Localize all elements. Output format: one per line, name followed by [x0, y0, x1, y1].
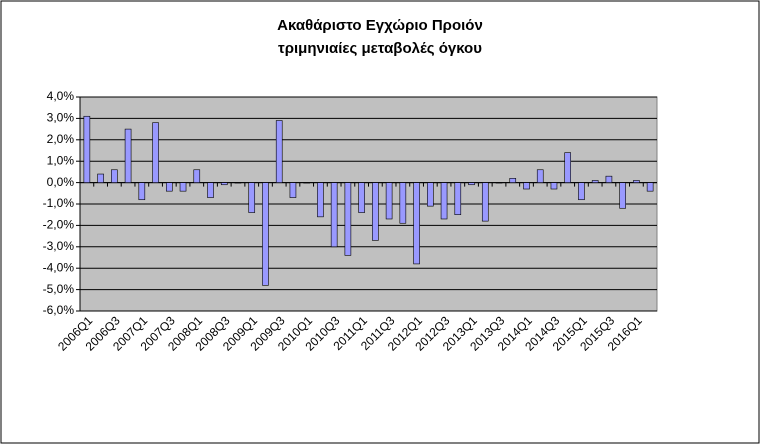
bar: [330, 182, 338, 248]
bar: [220, 182, 228, 186]
bar: [234, 182, 242, 184]
bar: [550, 182, 558, 190]
bar: [317, 182, 324, 218]
y-tick-label: 1,0%: [47, 153, 75, 167]
bar: [275, 120, 283, 183]
bar: [358, 182, 365, 213]
bar: [372, 182, 379, 241]
bar: [385, 182, 393, 220]
bar: [413, 182, 420, 265]
bar: [440, 182, 448, 220]
y-tick-label: -5,0%: [43, 282, 75, 296]
bar: [262, 182, 269, 286]
y-tick-label: -4,0%: [43, 260, 75, 274]
y-tick-label: 2,0%: [47, 132, 75, 146]
y-tick-label: 3,0%: [47, 111, 75, 125]
bar: [248, 182, 256, 213]
bar: [138, 182, 146, 201]
bar: [468, 182, 475, 186]
y-tick-label: -3,0%: [43, 239, 75, 253]
bar: [303, 182, 310, 184]
bar: [495, 182, 503, 184]
bar: [619, 182, 626, 209]
y-tick-label: 4,0%: [47, 89, 75, 103]
bar: [399, 182, 407, 224]
bar: [83, 115, 91, 183]
bar: [509, 178, 517, 183]
bar: [179, 182, 187, 192]
y-tick-label: -6,0%: [43, 303, 75, 317]
bar: [578, 182, 585, 201]
bar: [97, 173, 104, 183]
bar: [152, 122, 159, 183]
bar: [481, 182, 489, 222]
bar: [646, 182, 654, 192]
y-tick-label: -1,0%: [43, 196, 75, 210]
bar: [124, 128, 132, 183]
bar: [193, 169, 201, 183]
bar: [289, 182, 297, 198]
chart-subtitle: τριμηνιαίες μεταβολές όγκου: [278, 40, 482, 57]
bar: [207, 182, 214, 198]
chart-title: Ακαθάριστο Εγχώριο Προιόν: [277, 17, 483, 34]
y-tick-label: 0,0%: [47, 175, 75, 189]
bar: [591, 180, 599, 183]
bar: [523, 182, 530, 190]
bar: [165, 182, 173, 192]
bar: [605, 175, 613, 183]
bar: [633, 180, 640, 183]
bar: [427, 182, 434, 207]
bar: [111, 169, 118, 183]
y-tick-label: -2,0%: [43, 218, 75, 232]
bar: [344, 182, 352, 256]
bar: [454, 182, 462, 216]
bar: [564, 152, 572, 183]
bar: [536, 169, 544, 183]
